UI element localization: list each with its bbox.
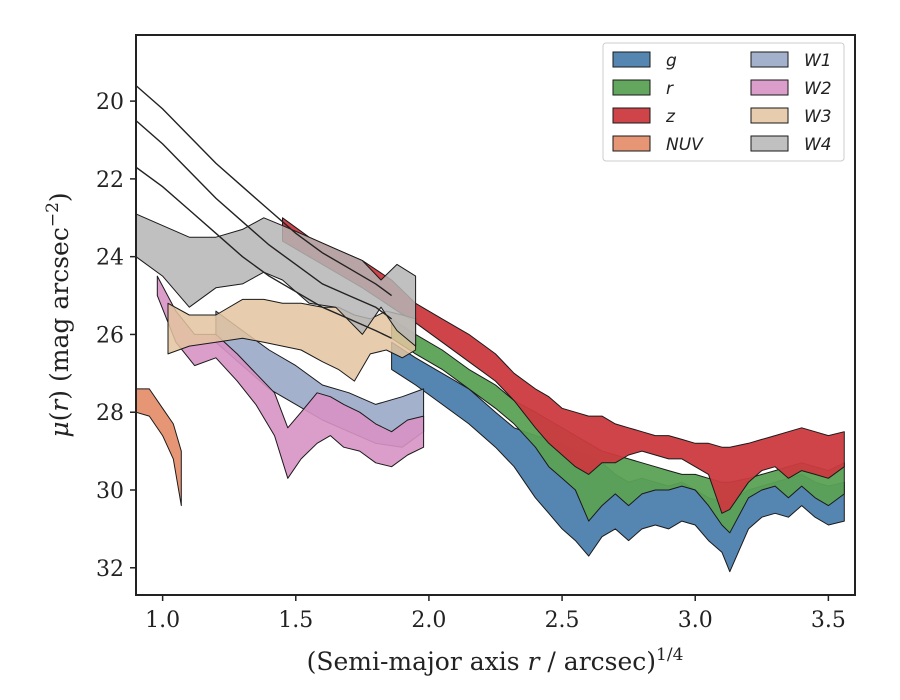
legend-label-w1: W1: [804, 51, 832, 71]
legend-swatch-z: [612, 107, 651, 124]
legend-items: grz NUV W1 W2 W3 W4: [612, 51, 832, 155]
legend-swatch-w4: [750, 135, 789, 152]
x-tick-label: 3.0: [678, 608, 713, 633]
y-tick-label: 22: [96, 168, 124, 193]
legend-label-w2: W2: [804, 79, 832, 99]
legend-label-z: z: [665, 107, 676, 127]
band-z: [282, 217, 845, 514]
y-axis-ticks: 20 22 24 26 28 30 32: [96, 90, 136, 582]
band-w2: [156, 275, 425, 479]
x-tick-label: 2.0: [411, 608, 446, 633]
x-tick-label: 3.5: [811, 608, 846, 633]
legend-label-w4: W4: [804, 135, 832, 155]
band-w4: [136, 213, 417, 347]
y-tick-label: 20: [96, 90, 124, 115]
legend-swatch-w1: [750, 51, 789, 68]
y-tick-label: 24: [96, 246, 124, 271]
legend-box: [602, 42, 845, 162]
legend-label-nuv: NUV: [666, 135, 704, 155]
x-axis-ticks: 1.0 1.5 2.0 2.5 3.0 3.5: [145, 595, 846, 633]
profile-line-3: [136, 166, 392, 339]
legend: grz NUV W1 W2 W3 W4: [602, 42, 845, 162]
x-axis-title: (Semi-major axis r / arcsec)1/4: [307, 645, 684, 676]
legend-label-g: g: [666, 51, 677, 71]
legend-label-w3: W3: [804, 107, 832, 127]
legend-swatch-nuv: [612, 135, 651, 152]
y-tick-label: 26: [96, 323, 124, 348]
legend-swatch-w2: [750, 79, 789, 96]
legend-swatch-w3: [750, 107, 789, 124]
legend-swatch-g: [612, 51, 651, 68]
y-tick-label: 32: [96, 557, 124, 582]
profile-line-1: [136, 85, 393, 297]
x-tick-label: 2.5: [545, 608, 580, 633]
plot-frame: [135, 34, 856, 596]
band-nuv: [136, 388, 182, 507]
y-tick-label: 28: [96, 401, 124, 426]
profile-line-2: [136, 120, 393, 320]
y-axis-title: μ(r) (mag arcsec−2): [43, 192, 74, 437]
y-tick-label: 30: [96, 479, 124, 504]
legend-swatch-r: [612, 79, 651, 96]
legend-label-r: r: [666, 79, 674, 99]
profile-bands: [136, 213, 845, 573]
x-tick-label: 1.0: [145, 608, 180, 633]
x-tick-label: 1.5: [278, 608, 313, 633]
profile-lines: [136, 85, 393, 339]
